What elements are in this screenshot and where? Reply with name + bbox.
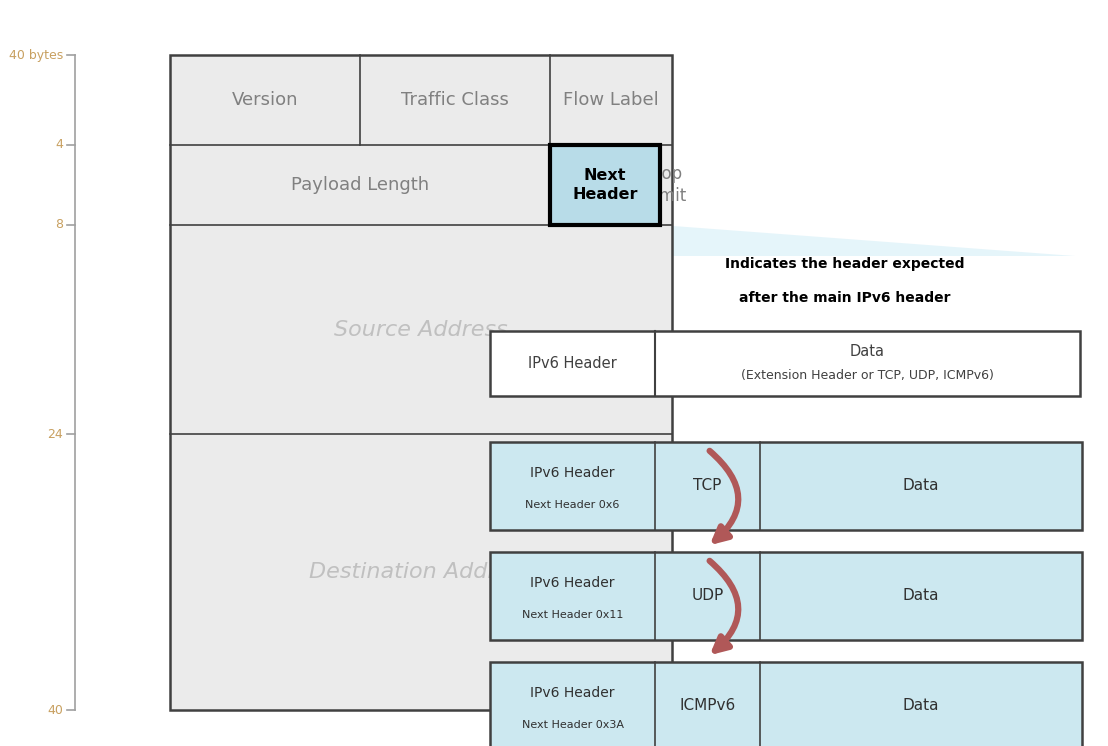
Text: UDP: UDP [691, 589, 724, 604]
Text: Destination Address: Destination Address [309, 562, 533, 582]
Text: IPv6 Header: IPv6 Header [531, 576, 615, 590]
Text: 4: 4 [55, 139, 63, 151]
Text: IPv6 Header: IPv6 Header [531, 466, 615, 480]
Bar [490, 442, 1083, 530]
Text: Data: Data [903, 698, 940, 713]
Text: Next
Header: Next Header [572, 168, 638, 202]
Bar [550, 145, 660, 225]
Polygon shape [550, 225, 1075, 256]
Text: IPv6 Header: IPv6 Header [531, 686, 615, 700]
Text: Payload Length: Payload Length [291, 176, 429, 194]
Text: Indicates the header expected: Indicates the header expected [726, 257, 965, 271]
Text: 24: 24 [48, 427, 63, 440]
Text: ICMPv6: ICMPv6 [679, 698, 736, 713]
Text: (Extension Header or TCP, UDP, ICMPv6): (Extension Header or TCP, UDP, ICMPv6) [741, 369, 994, 382]
Text: after the main IPv6 header: after the main IPv6 header [739, 291, 951, 305]
Text: 40: 40 [48, 703, 63, 716]
Bar [490, 552, 1083, 640]
Text: Next Header 0x6: Next Header 0x6 [525, 501, 619, 510]
Text: 8: 8 [55, 219, 63, 231]
Text: Data: Data [903, 589, 940, 604]
Text: Next Header 0x3A: Next Header 0x3A [522, 721, 624, 730]
Bar [490, 331, 1080, 396]
Bar [170, 55, 671, 710]
Bar [490, 662, 1083, 746]
Text: Hop
Limit: Hop Limit [645, 165, 687, 205]
Text: Source Address: Source Address [335, 319, 507, 339]
Text: Next Header 0x11: Next Header 0x11 [522, 610, 623, 621]
Text: Traffic Class: Traffic Class [401, 91, 509, 109]
Text: Flow Label: Flow Label [563, 91, 659, 109]
Text: IPv6 Header: IPv6 Header [529, 356, 617, 371]
Text: Version: Version [232, 91, 298, 109]
Text: Data: Data [850, 345, 885, 360]
Text: 40 bytes: 40 bytes [9, 48, 63, 61]
Text: TCP: TCP [694, 478, 721, 494]
Text: Data: Data [903, 478, 940, 494]
